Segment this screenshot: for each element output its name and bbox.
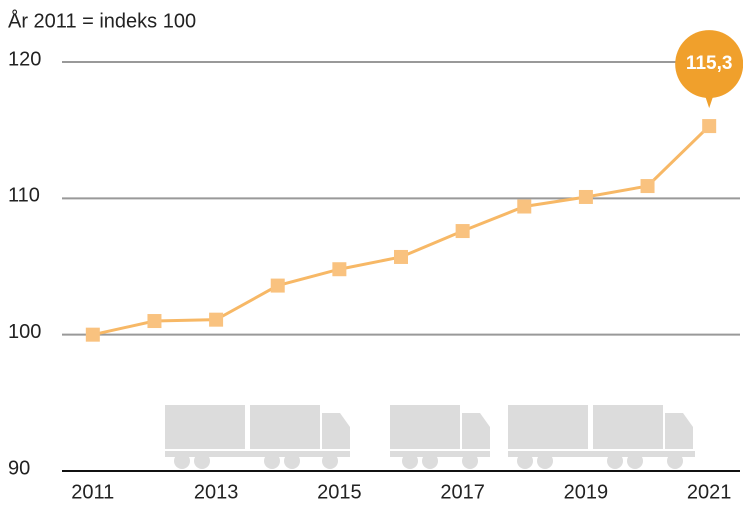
data-point (147, 314, 162, 329)
x-tick-label: 2019 (564, 481, 609, 503)
data-point (209, 312, 224, 327)
data-point (270, 278, 285, 293)
x-tick-label: 2013 (194, 481, 239, 503)
data-point (578, 189, 593, 204)
truck-illustration (165, 405, 695, 469)
data-point (455, 224, 470, 239)
x-tick-label: 2017 (440, 481, 485, 503)
x-tick-label: 2021 (687, 481, 732, 503)
data-point (702, 119, 717, 134)
data-point (332, 262, 347, 277)
data-point (517, 199, 532, 214)
data-point (85, 327, 100, 342)
y-axis-title: År 2011 = indeks 100 (8, 9, 196, 32)
x-tick-label: 2011 (71, 481, 114, 503)
y-tick-label: 100 (8, 321, 41, 343)
value-label-bubble (675, 30, 743, 99)
x-tick-label: 2015 (317, 481, 362, 503)
data-line (92, 125, 711, 337)
data-point (394, 249, 408, 264)
y-tick-label: 120 (8, 48, 41, 70)
y-tick-label: 110 (8, 185, 40, 207)
data-point (640, 179, 655, 194)
y-tick-label: 90 (8, 457, 30, 479)
value-label: 115,3 (686, 53, 733, 74)
